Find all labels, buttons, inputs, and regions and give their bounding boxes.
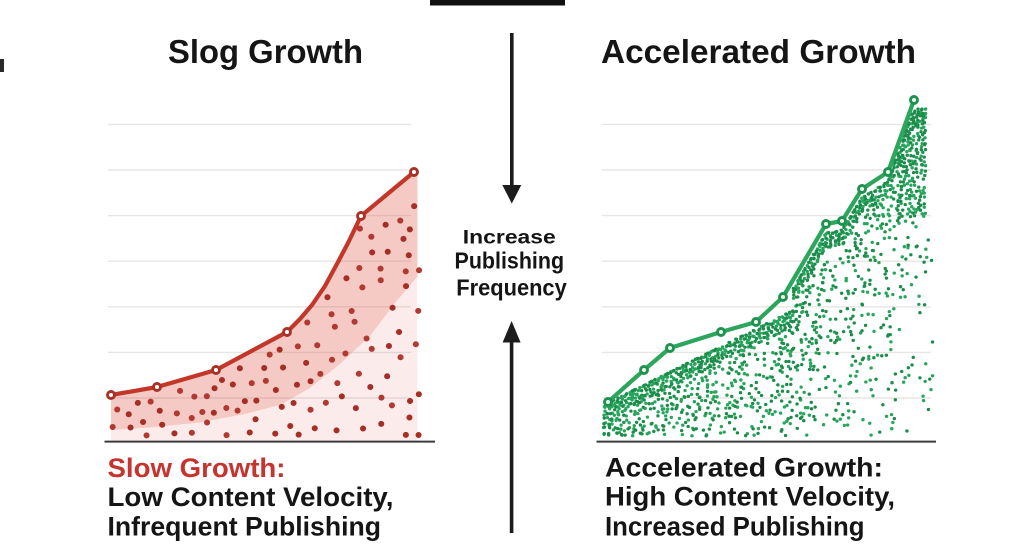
svg-text:Low Content Velocity,: Low Content Velocity, [108,482,394,512]
svg-text:Frequency: Frequency [456,274,567,300]
svg-text:Increased Publishing: Increased Publishing [605,512,865,542]
svg-text:Infrequent Publishing: Infrequent Publishing [108,512,382,542]
svg-text:Accelerated Growth:: Accelerated Growth: [605,453,883,483]
svg-text:Accelerated Growth: Accelerated Growth [601,34,916,71]
svg-text:High Content Velocity,: High Content Velocity, [605,482,895,512]
svg-text:Publishing: Publishing [455,247,565,273]
svg-text:Increase: Increase [463,227,556,249]
svg-text:Slog Growth: Slog Growth [168,34,363,71]
svg-text:Slow Growth:: Slow Growth: [108,453,286,483]
